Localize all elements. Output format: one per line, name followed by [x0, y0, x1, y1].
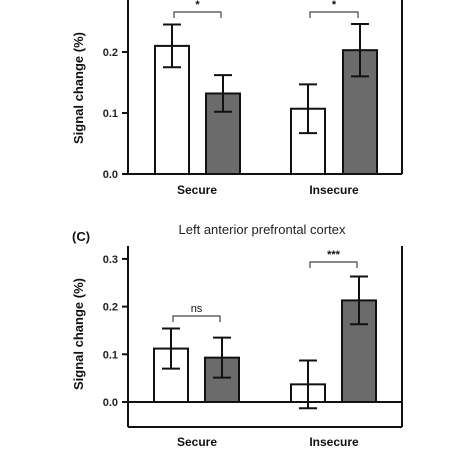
y-tick-label: 0.2: [103, 47, 118, 59]
y-axis-label: Signal change (%): [71, 32, 86, 144]
panel-bottom: (C) Left anterior prefrontal cortex Sign…: [71, 222, 403, 449]
y-tick-label: 0.0: [103, 169, 118, 181]
chart-title: Left anterior prefrontal cortex: [179, 222, 346, 237]
significance-label: *: [195, 0, 200, 11]
panel-label: (C): [72, 229, 90, 244]
significance-label: ***: [327, 249, 341, 261]
significance-label: ns: [191, 303, 203, 315]
significance-label: *: [332, 0, 337, 11]
panel-top: Signal change (%) Secure Insecure 0.0 0.1…: [71, 0, 403, 197]
category-label-secure: Secure: [177, 183, 217, 197]
significance-bracket: [173, 11, 222, 18]
category-label-insecure: Insecure: [309, 183, 359, 197]
y-tick-label: 0.3: [103, 254, 118, 266]
y-axis-label: Signal change (%): [71, 278, 86, 390]
significance-bracket: [309, 11, 359, 18]
y-tick-label: 0.1: [103, 108, 118, 120]
y-tick-label: 0.2: [103, 302, 118, 314]
y-tick-label: 0.1: [103, 349, 118, 361]
category-label-insecure: Insecure: [309, 435, 359, 449]
y-tick-label: 0.0: [103, 397, 118, 409]
category-label-secure: Secure: [177, 435, 217, 449]
significance-bracket: [172, 315, 221, 322]
significance-bracket: [309, 261, 358, 268]
